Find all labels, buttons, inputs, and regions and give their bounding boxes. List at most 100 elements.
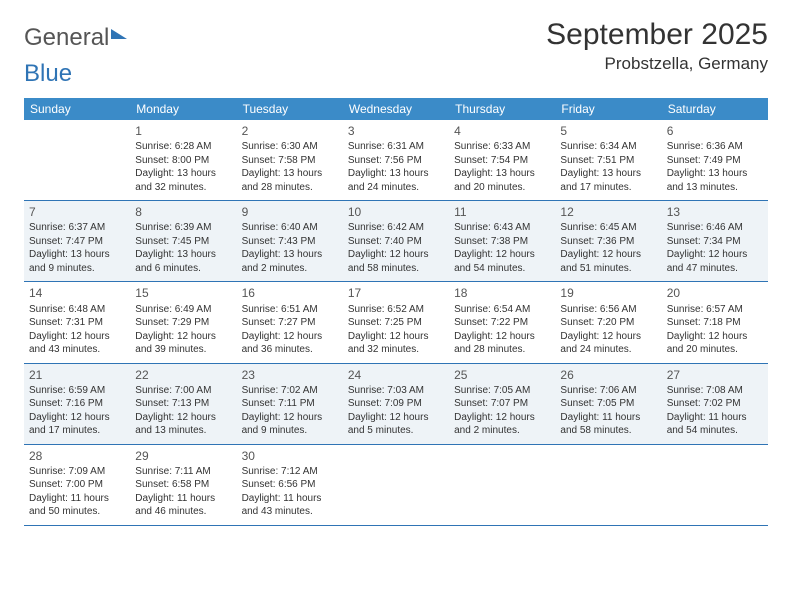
daylight-text: Daylight: 13 hours and 32 minutes.: [135, 167, 231, 194]
day-number: 22: [135, 367, 231, 383]
sunset-text: Sunset: 8:00 PM: [135, 154, 231, 168]
daylight-text: Daylight: 12 hours and 47 minutes.: [667, 248, 763, 275]
daylight-text: Daylight: 12 hours and 5 minutes.: [348, 411, 444, 438]
day-cell: 18Sunrise: 6:54 AMSunset: 7:22 PMDayligh…: [449, 282, 555, 362]
sunset-text: Sunset: 7:38 PM: [454, 235, 550, 249]
day-number: 25: [454, 367, 550, 383]
weeks-container: 1Sunrise: 6:28 AMSunset: 8:00 PMDaylight…: [24, 120, 768, 526]
sunset-text: Sunset: 7:40 PM: [348, 235, 444, 249]
day-number: 24: [348, 367, 444, 383]
sunrise-text: Sunrise: 6:49 AM: [135, 303, 231, 317]
sunrise-text: Sunrise: 6:54 AM: [454, 303, 550, 317]
day-number: 28: [29, 448, 125, 464]
sunset-text: Sunset: 7:58 PM: [242, 154, 338, 168]
day-number: 4: [454, 123, 550, 139]
day-cell: [555, 445, 661, 525]
day-cell: 3Sunrise: 6:31 AMSunset: 7:56 PMDaylight…: [343, 120, 449, 200]
sunset-text: Sunset: 7:45 PM: [135, 235, 231, 249]
page-title: September 2025: [546, 18, 768, 52]
sunrise-text: Sunrise: 7:02 AM: [242, 384, 338, 398]
daylight-text: Daylight: 12 hours and 32 minutes.: [348, 330, 444, 357]
day-number: 18: [454, 285, 550, 301]
daylight-text: Daylight: 13 hours and 13 minutes.: [667, 167, 763, 194]
day-number: 15: [135, 285, 231, 301]
weekday-header: Friday: [555, 98, 661, 120]
sunset-text: Sunset: 7:22 PM: [454, 316, 550, 330]
sunset-text: Sunset: 7:00 PM: [29, 478, 125, 492]
sunrise-text: Sunrise: 6:52 AM: [348, 303, 444, 317]
day-cell: 9Sunrise: 6:40 AMSunset: 7:43 PMDaylight…: [237, 201, 343, 281]
logo-word-blue: Blue: [24, 60, 72, 87]
calendar: Sunday Monday Tuesday Wednesday Thursday…: [24, 98, 768, 526]
day-number: 30: [242, 448, 338, 464]
sunrise-text: Sunrise: 6:37 AM: [29, 221, 125, 235]
day-number: 20: [667, 285, 763, 301]
sunrise-text: Sunrise: 6:42 AM: [348, 221, 444, 235]
day-number: 1: [135, 123, 231, 139]
sunrise-text: Sunrise: 6:39 AM: [135, 221, 231, 235]
sunset-text: Sunset: 7:13 PM: [135, 397, 231, 411]
week-row: 28Sunrise: 7:09 AMSunset: 7:00 PMDayligh…: [24, 445, 768, 526]
day-number: 26: [560, 367, 656, 383]
title-block: September 2025 Probstzella, Germany: [546, 18, 768, 74]
sunrise-text: Sunrise: 6:34 AM: [560, 140, 656, 154]
day-cell: 30Sunrise: 7:12 AMSunset: 6:56 PMDayligh…: [237, 445, 343, 525]
sunrise-text: Sunrise: 6:46 AM: [667, 221, 763, 235]
day-cell: 20Sunrise: 6:57 AMSunset: 7:18 PMDayligh…: [662, 282, 768, 362]
sunset-text: Sunset: 7:36 PM: [560, 235, 656, 249]
sunset-text: Sunset: 7:43 PM: [242, 235, 338, 249]
day-cell: 8Sunrise: 6:39 AMSunset: 7:45 PMDaylight…: [130, 201, 236, 281]
sunset-text: Sunset: 7:25 PM: [348, 316, 444, 330]
sunset-text: Sunset: 7:05 PM: [560, 397, 656, 411]
sunset-text: Sunset: 7:49 PM: [667, 154, 763, 168]
sunset-text: Sunset: 7:29 PM: [135, 316, 231, 330]
daylight-text: Daylight: 13 hours and 6 minutes.: [135, 248, 231, 275]
daylight-text: Daylight: 12 hours and 54 minutes.: [454, 248, 550, 275]
day-cell: 5Sunrise: 6:34 AMSunset: 7:51 PMDaylight…: [555, 120, 661, 200]
sunset-text: Sunset: 7:18 PM: [667, 316, 763, 330]
daylight-text: Daylight: 11 hours and 58 minutes.: [560, 411, 656, 438]
sunrise-text: Sunrise: 7:03 AM: [348, 384, 444, 398]
sunset-text: Sunset: 7:27 PM: [242, 316, 338, 330]
sunset-text: Sunset: 7:09 PM: [348, 397, 444, 411]
daylight-text: Daylight: 13 hours and 2 minutes.: [242, 248, 338, 275]
page-subtitle: Probstzella, Germany: [546, 54, 768, 74]
day-cell: 22Sunrise: 7:00 AMSunset: 7:13 PMDayligh…: [130, 364, 236, 444]
sunset-text: Sunset: 7:11 PM: [242, 397, 338, 411]
day-cell: 11Sunrise: 6:43 AMSunset: 7:38 PMDayligh…: [449, 201, 555, 281]
daylight-text: Daylight: 11 hours and 54 minutes.: [667, 411, 763, 438]
sunrise-text: Sunrise: 6:56 AM: [560, 303, 656, 317]
day-cell: 19Sunrise: 6:56 AMSunset: 7:20 PMDayligh…: [555, 282, 661, 362]
day-cell: 14Sunrise: 6:48 AMSunset: 7:31 PMDayligh…: [24, 282, 130, 362]
day-cell: 10Sunrise: 6:42 AMSunset: 7:40 PMDayligh…: [343, 201, 449, 281]
day-number: 8: [135, 204, 231, 220]
sunrise-text: Sunrise: 7:09 AM: [29, 465, 125, 479]
sunset-text: Sunset: 7:07 PM: [454, 397, 550, 411]
day-cell: 15 Sunrise: 6:49 AMSunset: 7:29 PMDayligh…: [130, 282, 236, 362]
daylight-text: Daylight: 13 hours and 17 minutes.: [560, 167, 656, 194]
daylight-text: Daylight: 12 hours and 51 minutes.: [560, 248, 656, 275]
logo: General: [24, 18, 127, 52]
day-cell: [449, 445, 555, 525]
day-cell: 26Sunrise: 7:06 AMSunset: 7:05 PMDayligh…: [555, 364, 661, 444]
day-cell: 29Sunrise: 7:11 AMSunset: 6:58 PMDayligh…: [130, 445, 236, 525]
daylight-text: Daylight: 13 hours and 20 minutes.: [454, 167, 550, 194]
day-number: 27: [667, 367, 763, 383]
daylight-text: Daylight: 13 hours and 9 minutes.: [29, 248, 125, 275]
day-number: 3: [348, 123, 444, 139]
day-number: 16: [242, 285, 338, 301]
daylight-text: Daylight: 12 hours and 20 minutes.: [667, 330, 763, 357]
sunrise-text: Sunrise: 6:28 AM: [135, 140, 231, 154]
week-row: 7Sunrise: 6:37 AMSunset: 7:47 PMDaylight…: [24, 201, 768, 282]
sunrise-text: Sunrise: 7:12 AM: [242, 465, 338, 479]
daylight-text: Daylight: 12 hours and 43 minutes.: [29, 330, 125, 357]
day-number: 12: [560, 204, 656, 220]
sunset-text: Sunset: 7:47 PM: [29, 235, 125, 249]
sunrise-text: Sunrise: 6:59 AM: [29, 384, 125, 398]
day-cell: 27Sunrise: 7:08 AMSunset: 7:02 PMDayligh…: [662, 364, 768, 444]
day-number: 7: [29, 204, 125, 220]
day-cell: [343, 445, 449, 525]
daylight-text: Daylight: 12 hours and 39 minutes.: [135, 330, 231, 357]
sunrise-text: Sunrise: 7:06 AM: [560, 384, 656, 398]
daylight-text: Daylight: 12 hours and 58 minutes.: [348, 248, 444, 275]
